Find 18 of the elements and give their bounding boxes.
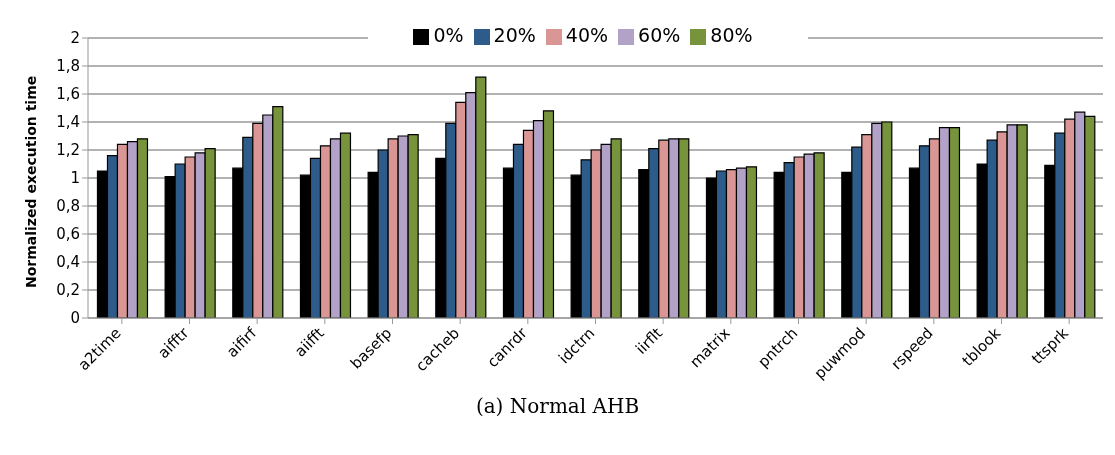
text: (a) Normal AHB	[474, 394, 641, 418]
y-tick-label: 0	[70, 309, 80, 328]
y-tick-label: 1,8	[56, 57, 80, 76]
y-tick-label: 2	[70, 29, 80, 48]
legend-label: 0%	[433, 24, 464, 46]
y-tick-label: 0,4	[56, 253, 80, 272]
y-tick-label: 0,8	[56, 197, 80, 216]
y-tick-label: 1,6	[56, 85, 80, 104]
legend-label: 80%	[710, 24, 753, 46]
legend-label: 20%	[493, 24, 536, 46]
y-tick-label: 1,2	[56, 141, 80, 160]
legend-label: 60%	[638, 24, 681, 46]
y-axis-title: Normalized execution time	[22, 75, 39, 288]
y-tick-label: 0,2	[56, 281, 80, 300]
y-tick-label: 1	[70, 169, 80, 188]
legend-label: 40%	[565, 24, 609, 46]
y-tick-label: 0,6	[56, 225, 80, 244]
y-tick-label: 1,4	[56, 113, 80, 132]
